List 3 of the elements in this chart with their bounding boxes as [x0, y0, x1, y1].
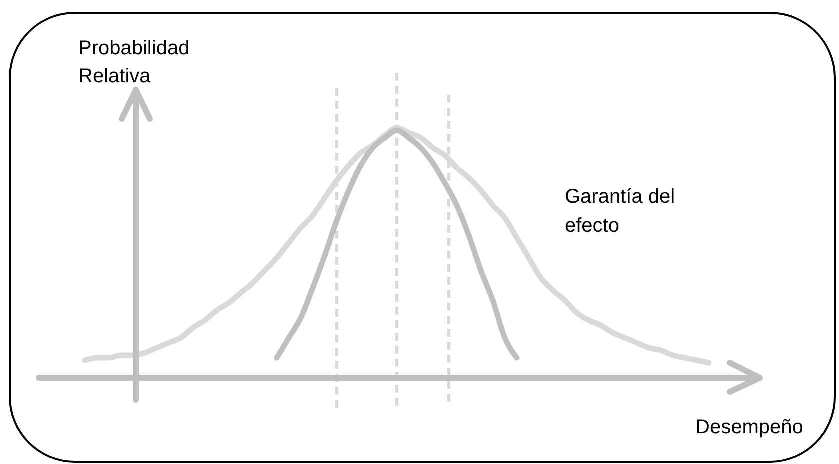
- y-axis-title: Probabilidad Relativa: [78, 38, 190, 88]
- annotation: Garantía del efecto: [565, 186, 676, 237]
- x-axis-title: Desempeño: [696, 416, 804, 438]
